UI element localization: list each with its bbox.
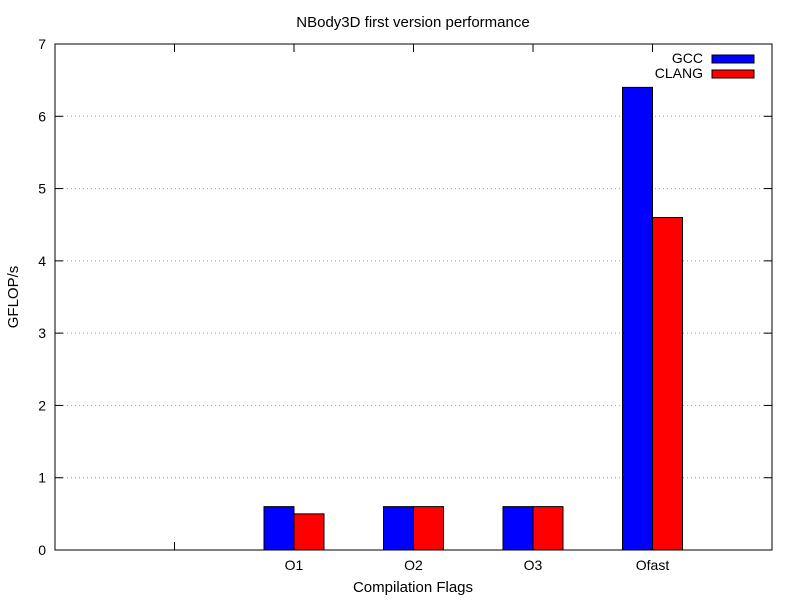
legend-swatch-clang bbox=[711, 69, 755, 79]
bar-clang-ofast bbox=[652, 216, 683, 551]
legend-label-clang: CLANG bbox=[655, 65, 703, 81]
bar-clang-o3 bbox=[532, 506, 564, 551]
bar-gcc-ofast bbox=[622, 86, 653, 551]
x-tick-label: O1 bbox=[285, 557, 304, 573]
y-tick-label: 1 bbox=[38, 470, 46, 486]
x-tick-label: O2 bbox=[404, 557, 423, 573]
bar-clang-o1 bbox=[293, 513, 325, 551]
y-tick-label: 0 bbox=[38, 542, 46, 558]
legend-label-gcc: GCC bbox=[672, 50, 703, 66]
bars bbox=[263, 86, 683, 551]
y-tick-label: 6 bbox=[38, 108, 46, 124]
chart-title: NBody3D first version performance bbox=[296, 14, 529, 31]
bar-gcc-o3 bbox=[502, 506, 534, 551]
y-axis-label: GFLOP/s bbox=[5, 266, 22, 329]
legend-swatch-gcc bbox=[711, 54, 755, 64]
y-tick-label: 4 bbox=[38, 253, 46, 269]
y-tick-label: 2 bbox=[38, 397, 46, 413]
y-tick-label: 7 bbox=[38, 36, 46, 52]
x-tick-label: O3 bbox=[524, 557, 543, 573]
x-axis-label: Compilation Flags bbox=[353, 579, 473, 596]
bar-gcc-o1 bbox=[263, 506, 295, 551]
x-tick-label: Ofast bbox=[636, 557, 670, 573]
axis-ticks: 0 1 2 3 4 5 6 7 O1 O2 O3 Ofast bbox=[38, 36, 772, 573]
y-tick-label: 5 bbox=[38, 181, 46, 197]
bar-gcc-o2 bbox=[383, 506, 414, 551]
legend: GCC CLANG bbox=[655, 50, 755, 81]
bar-clang-o2 bbox=[413, 506, 444, 551]
y-tick-label: 3 bbox=[38, 325, 46, 341]
